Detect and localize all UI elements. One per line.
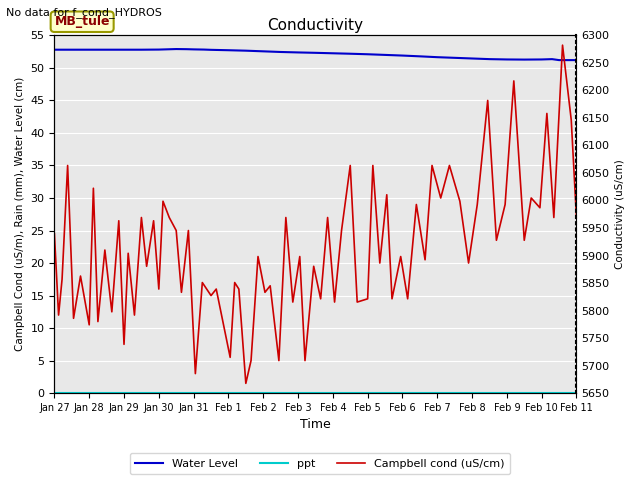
Water Level <box>329 50 337 56</box>
Text: MB_tule: MB_tule <box>54 15 110 28</box>
Campbell cond (uS/cm) <box>51 231 58 237</box>
Campbell cond (uS/cm) <box>573 215 580 220</box>
Campbell cond (uS/cm) <box>445 163 453 168</box>
Water Level <box>72 47 79 53</box>
Water Level <box>190 47 198 52</box>
Campbell cond (uS/cm) <box>559 42 566 48</box>
Water Level <box>503 57 511 62</box>
Water Level <box>346 51 354 57</box>
Water Level <box>242 48 250 54</box>
Water Level <box>207 47 215 53</box>
Water Level <box>138 47 145 53</box>
Water Level <box>225 48 232 53</box>
Water Level <box>364 51 371 57</box>
Campbell cond (uS/cm) <box>456 198 464 204</box>
Water Level <box>451 55 458 60</box>
Water Level <box>276 49 284 55</box>
Water Level <box>172 46 180 52</box>
Water Level <box>416 53 424 59</box>
Legend: Water Level, ppt, Campbell cond (uS/cm): Water Level, ppt, Campbell cond (uS/cm) <box>130 453 510 474</box>
Water Level <box>155 47 163 52</box>
Line: Water Level: Water Level <box>54 49 577 60</box>
Water Level <box>556 57 563 63</box>
Water Level <box>381 52 389 58</box>
Water Level <box>538 57 545 62</box>
Water Level <box>103 47 111 53</box>
Water Level <box>520 57 528 62</box>
Text: No data for f_cond_HYDROS: No data for f_cond_HYDROS <box>6 7 163 18</box>
Campbell cond (uS/cm) <box>474 202 481 207</box>
Water Level <box>468 56 476 61</box>
Y-axis label: Campbell Cond (uS/m), Rain (mm), Water Level (cm): Campbell Cond (uS/m), Rain (mm), Water L… <box>15 77 25 351</box>
Water Level <box>85 47 93 53</box>
Campbell cond (uS/cm) <box>242 381 250 386</box>
Water Level <box>573 57 580 63</box>
Water Level <box>433 54 441 60</box>
Water Level <box>183 46 191 52</box>
Water Level <box>399 53 406 59</box>
X-axis label: Time: Time <box>300 419 331 432</box>
Water Level <box>548 56 556 62</box>
Water Level <box>200 47 208 52</box>
Y-axis label: Conductivity (uS/cm): Conductivity (uS/cm) <box>615 159 625 269</box>
Water Level <box>61 47 68 53</box>
Water Level <box>51 47 58 53</box>
Campbell cond (uS/cm) <box>428 163 436 168</box>
Water Level <box>259 48 267 54</box>
Campbell cond (uS/cm) <box>520 238 528 243</box>
Line: Campbell cond (uS/cm): Campbell cond (uS/cm) <box>54 45 577 384</box>
Water Level <box>120 47 128 53</box>
Title: Conductivity: Conductivity <box>268 18 364 33</box>
Water Level <box>294 49 302 55</box>
Water Level <box>486 56 493 62</box>
Campbell cond (uS/cm) <box>85 322 93 328</box>
Water Level <box>312 50 319 56</box>
